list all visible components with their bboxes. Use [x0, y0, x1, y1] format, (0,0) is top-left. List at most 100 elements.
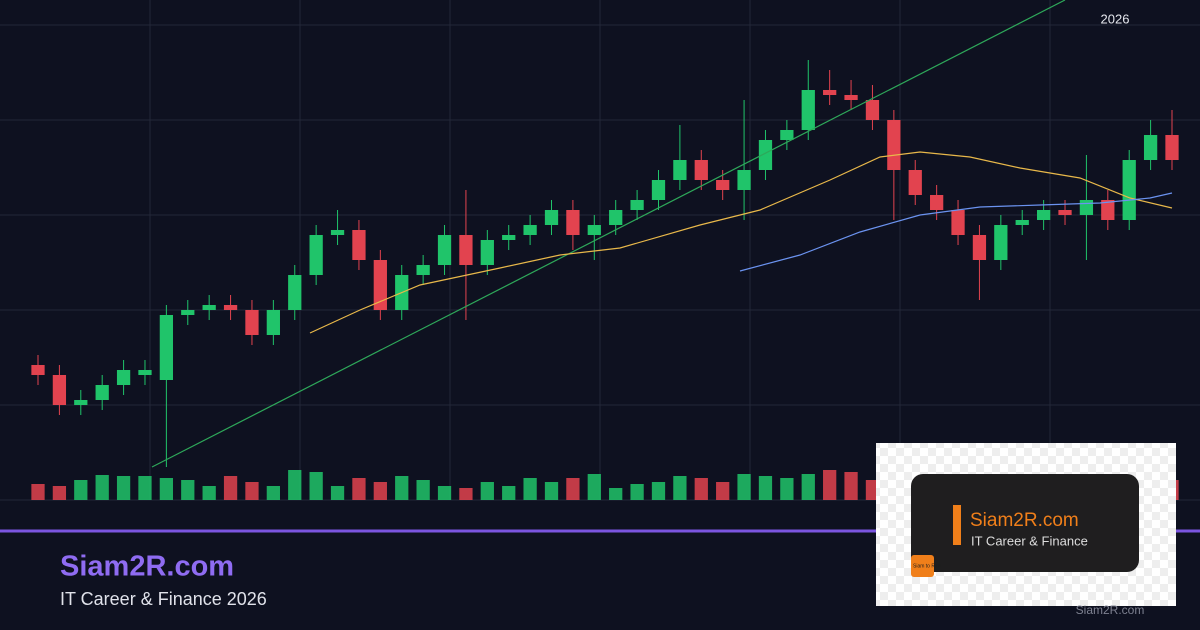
volume-bar	[502, 486, 516, 500]
logo-title: Siam2R.com	[970, 510, 1079, 531]
candle-body	[95, 385, 109, 400]
candle-body	[74, 400, 88, 405]
candle-body	[138, 370, 152, 375]
volume-bar	[801, 474, 815, 500]
volume-bar	[266, 486, 280, 500]
candle-body	[288, 275, 302, 310]
candles	[31, 60, 1179, 467]
candle-body	[1058, 210, 1072, 215]
moving-average	[309, 151, 1173, 334]
volume-bar	[823, 470, 837, 500]
volume-bar	[844, 472, 858, 500]
candle-body	[1143, 135, 1158, 160]
volume-bar	[544, 482, 559, 500]
volume-bar	[181, 480, 195, 500]
candle-body	[1165, 135, 1179, 160]
candle-body	[544, 210, 559, 225]
candle-body	[373, 260, 387, 310]
volume-bar	[416, 480, 430, 500]
candle-body	[1036, 210, 1051, 220]
candle-body	[223, 305, 238, 310]
trend-line	[151, 0, 1066, 468]
candle-body	[823, 90, 837, 95]
volume-bar	[95, 475, 109, 500]
volume-bar	[373, 482, 387, 500]
volume-bar	[138, 476, 152, 500]
candle-body	[330, 230, 345, 235]
logo-badge	[911, 555, 934, 577]
candle-body	[1015, 220, 1029, 225]
candle-body	[609, 210, 623, 225]
volume-bar	[716, 482, 730, 500]
candle-body	[758, 140, 773, 170]
volume-bar	[780, 478, 794, 500]
candle-body	[566, 210, 580, 235]
logo-subtitle: IT Career & Finance	[971, 533, 1088, 548]
candle-body	[716, 180, 730, 190]
volume-bar	[459, 488, 473, 500]
volume-bar	[758, 476, 773, 500]
volume-bar	[330, 486, 345, 500]
volume-bar	[116, 476, 131, 500]
logo-badge-text: Siam to Rich	[913, 563, 942, 569]
volume-bar	[737, 474, 751, 500]
volume-bar	[630, 484, 644, 500]
candle-body	[202, 305, 216, 310]
volume-bar	[694, 478, 708, 500]
annotation: 2026	[1101, 11, 1130, 26]
candle-body	[459, 235, 473, 265]
volume-bar	[31, 484, 45, 500]
candle-body	[930, 195, 944, 210]
candle-body	[523, 225, 537, 235]
candle-body	[908, 170, 922, 195]
logo-card	[911, 474, 1139, 572]
candle-body	[587, 225, 601, 235]
volume-bar	[480, 482, 494, 500]
candle-body	[181, 310, 195, 315]
volume-bar	[309, 472, 323, 500]
candle-body	[437, 235, 452, 265]
candle-body	[309, 235, 323, 275]
volume-bar	[673, 476, 687, 500]
watermark: Siam2R.com	[1076, 603, 1145, 617]
volume-bar	[74, 480, 88, 500]
candle-body	[651, 180, 666, 200]
moving-average	[739, 192, 1173, 272]
volume-bar	[245, 482, 259, 500]
volume-bar	[651, 482, 666, 500]
candle-body	[972, 235, 987, 260]
candle-body	[994, 225, 1008, 260]
volume-bar	[52, 486, 67, 500]
candle-body	[630, 200, 644, 210]
brand-subtitle: IT Career & Finance 2026	[60, 589, 267, 609]
candle-body	[31, 365, 45, 375]
volume-bar	[587, 474, 601, 500]
candle-body	[266, 310, 280, 335]
volume-bar	[352, 478, 366, 500]
volume-bar	[566, 478, 580, 500]
candle-body	[951, 210, 965, 235]
volume-bar	[437, 486, 452, 500]
volume-bar	[395, 476, 409, 500]
candle-body	[245, 310, 259, 335]
candle-body	[865, 100, 880, 120]
volume-bar	[202, 486, 216, 500]
candle-body	[159, 315, 174, 380]
candle-body	[480, 240, 494, 265]
candle-body	[801, 90, 815, 130]
candle-body	[1101, 200, 1115, 220]
candle-body	[737, 170, 751, 190]
candle-body	[416, 265, 430, 275]
candle-body	[844, 95, 858, 100]
candle-body	[694, 160, 708, 180]
candle-body	[1122, 160, 1136, 220]
brand-title: Siam2R.com	[60, 551, 234, 583]
volume-bar	[159, 478, 174, 500]
volume-bar	[609, 488, 623, 500]
candle-body	[673, 160, 687, 180]
candle-body	[887, 120, 901, 170]
candle-body	[116, 370, 131, 385]
volume-bar	[223, 476, 238, 500]
